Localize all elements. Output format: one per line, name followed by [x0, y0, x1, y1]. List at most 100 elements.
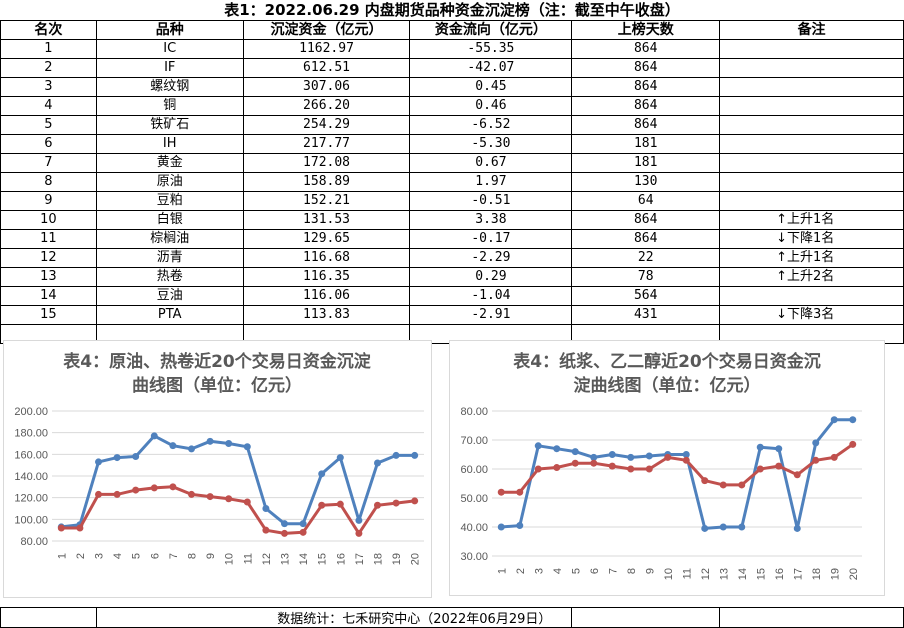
x-tick-label: 11 [242, 553, 254, 564]
x-tick-label: 18 [373, 553, 385, 565]
x-tick-label: 4 [112, 553, 124, 559]
table-row: 15 PTA 113.83 -2.91 431 ↓下降3名 [0, 305, 904, 325]
note-cell [719, 77, 904, 97]
table-row: 8 原油 158.89 1.97 130 [0, 172, 904, 192]
y-tick-label: 120.00 [14, 493, 48, 505]
series-0-point [374, 459, 381, 467]
series-1-point [95, 490, 102, 498]
series-0-point [516, 522, 524, 530]
flow-cell: -0.17 [409, 229, 573, 249]
rank-cell: 15 [0, 305, 97, 325]
x-tick-label: 6 [589, 568, 601, 574]
series-0-point [812, 439, 820, 447]
name-cell: IH [95, 134, 244, 154]
series-0-point [793, 524, 801, 532]
series-0-point [608, 451, 616, 458]
note-cell [719, 286, 904, 306]
series-1-point [756, 465, 764, 473]
series-1-point [830, 453, 838, 461]
table-row: 6 IH 217.77 -5.30 181 [0, 134, 904, 154]
y-tick-label: 140.00 [14, 471, 48, 483]
header-rank: 名次 [0, 20, 97, 40]
days-cell: 864 [571, 210, 721, 230]
series-0-point [355, 516, 363, 524]
series-1-point [188, 490, 195, 498]
y-tick-label: 200.00 [14, 406, 48, 418]
rank-cell: 5 [0, 115, 97, 135]
note-cell [719, 172, 904, 192]
note-cell [719, 96, 904, 116]
rank-cell: 4 [0, 96, 97, 116]
series-1-point [719, 481, 727, 489]
x-tick-label: 5 [131, 553, 143, 559]
series-0-point [849, 416, 857, 424]
x-tick-label: 1 [496, 568, 508, 574]
series-0-point [738, 523, 746, 531]
series-1-point [849, 440, 857, 448]
flow-cell: -55.35 [409, 39, 573, 59]
series-0-point [188, 445, 195, 453]
rank-cell: 2 [0, 58, 97, 78]
series-1-point [281, 529, 288, 537]
series-0-point [262, 505, 270, 512]
name-cell: 铁矿石 [95, 115, 244, 135]
chart-crude-hotcoil: 表4：原油、热卷近20个交易日资金沉淀 曲线图（单位：亿元） 80.00 100.00… [3, 340, 432, 598]
series-0-point [534, 442, 542, 450]
series-1-point [411, 497, 419, 505]
days-cell: 864 [571, 115, 721, 135]
days-cell: 864 [571, 58, 721, 78]
y-tick-label: 160.00 [14, 449, 48, 461]
chart-title-line: 曲线图（单位：亿元） [132, 375, 302, 396]
name-cell: IF [95, 58, 244, 78]
series-1-point [812, 456, 820, 464]
table-row: 10 白银 131.53 3.38 864 ↑上升1名 [0, 210, 904, 230]
flow-cell: 3.38 [409, 210, 573, 230]
note-cell: ↑上升1名 [719, 248, 904, 268]
rank-cell: 13 [0, 267, 97, 287]
x-tick-label: 15 [317, 553, 329, 565]
series-0-point [225, 440, 233, 447]
capital-cell: 113.83 [242, 305, 411, 325]
series-0-point [497, 523, 505, 531]
series-1-point [775, 462, 783, 470]
chart-title-line: 淀曲线图（单位：亿元） [574, 375, 761, 396]
series-0-point [411, 451, 419, 459]
x-tick-label: 3 [94, 553, 106, 559]
name-cell: 棕榈油 [95, 229, 244, 249]
days-cell: 22 [571, 248, 721, 268]
series-1-point [150, 484, 158, 492]
series-0-point [756, 443, 764, 451]
x-tick-label: 1 [56, 553, 68, 559]
flow-cell: -0.51 [409, 191, 573, 211]
rank-cell: 14 [0, 286, 97, 306]
x-tick-label: 9 [205, 553, 217, 559]
note-cell [719, 115, 904, 135]
series-1-point [664, 453, 672, 461]
x-tick-label: 8 [187, 553, 199, 559]
note-cell: ↓下降3名 [719, 305, 904, 325]
series-1-point [132, 486, 140, 494]
name-cell: IC [95, 39, 244, 59]
x-tick-label: 20 [848, 568, 860, 580]
series-0-point [553, 445, 561, 453]
series-0-point [318, 470, 326, 478]
table-row: 13 热卷 116.35 0.29 78 ↑上升2名 [0, 267, 904, 287]
series-1-point [355, 529, 363, 537]
note-text: 上升2名 [787, 269, 835, 284]
flow-cell: 0.29 [409, 267, 573, 287]
series-1-point [553, 464, 561, 472]
x-tick-label: 7 [168, 553, 180, 559]
capital-cell: 116.35 [242, 267, 411, 287]
series-1-point [682, 456, 690, 464]
capital-cell: 131.53 [242, 210, 411, 230]
capital-cell: 116.06 [242, 286, 411, 306]
series-line-0 [61, 434, 415, 529]
capital-cell: 172.08 [242, 153, 411, 173]
series-0-point [830, 416, 838, 424]
x-tick-label: 11 [681, 568, 693, 579]
x-tick-label: 9 [644, 568, 656, 574]
capital-cell: 1162.97 [242, 39, 411, 59]
series-1-point [497, 488, 505, 496]
table-title: 表1：2022.06.29 内盘期货品种资金沉淀榜（注：截至中午收盘） [0, 0, 904, 21]
